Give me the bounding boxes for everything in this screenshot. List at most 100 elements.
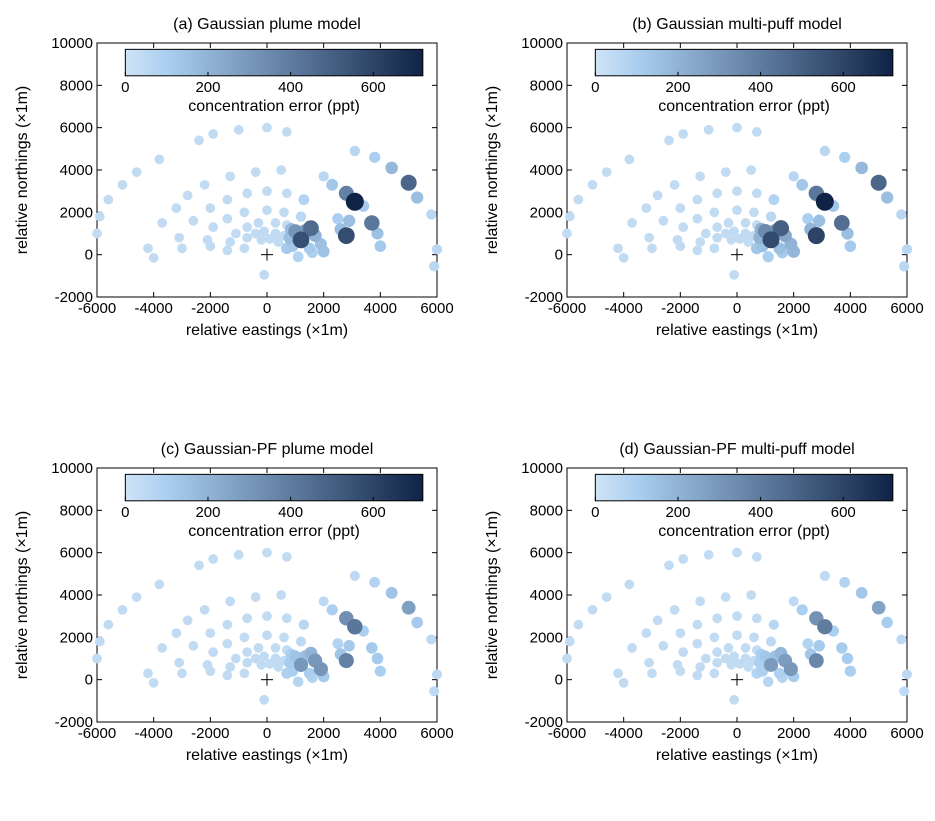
x-axis-label: relative eastings (×1m) bbox=[186, 747, 348, 764]
data-point bbox=[562, 228, 572, 239]
data-point bbox=[796, 604, 808, 616]
data-point bbox=[182, 190, 193, 201]
data-point bbox=[349, 145, 360, 157]
data-point bbox=[411, 616, 423, 629]
data-point bbox=[177, 243, 187, 254]
data-point bbox=[720, 228, 731, 239]
x-tick-label: 6000 bbox=[420, 300, 453, 317]
data-point bbox=[188, 640, 199, 651]
data-point bbox=[751, 188, 762, 199]
y-tick-label: 10000 bbox=[521, 35, 563, 52]
source-marker bbox=[261, 248, 273, 261]
data-point bbox=[618, 252, 629, 263]
data-point bbox=[813, 640, 825, 652]
data-point bbox=[182, 615, 193, 626]
data-point bbox=[225, 596, 236, 607]
data-point bbox=[298, 619, 309, 630]
colorbar-tick-label: 600 bbox=[361, 504, 386, 521]
data-point bbox=[292, 676, 304, 688]
data-point bbox=[276, 165, 287, 175]
data-point bbox=[712, 188, 723, 199]
data-point bbox=[712, 232, 723, 243]
data-point bbox=[270, 218, 281, 228]
data-point bbox=[652, 615, 663, 626]
data-point bbox=[732, 630, 742, 641]
data-point bbox=[896, 209, 907, 220]
data-point bbox=[92, 653, 102, 664]
data-point bbox=[700, 653, 711, 664]
data-point bbox=[273, 237, 284, 247]
data-point bbox=[746, 590, 757, 600]
data-point bbox=[740, 218, 751, 228]
data-point bbox=[233, 124, 244, 135]
data-point bbox=[896, 634, 907, 645]
data-point bbox=[273, 662, 284, 672]
data-point bbox=[262, 122, 272, 133]
x-tick-label: 4000 bbox=[364, 725, 397, 742]
data-point bbox=[230, 228, 241, 239]
data-point bbox=[385, 586, 398, 599]
data-point bbox=[729, 651, 740, 662]
data-point bbox=[712, 613, 723, 624]
colorbar-tick-label: 200 bbox=[665, 504, 690, 521]
data-point bbox=[729, 226, 740, 237]
y-axis-label: relative northings (×1m) bbox=[484, 511, 501, 680]
data-point bbox=[281, 127, 292, 137]
data-point bbox=[431, 244, 443, 255]
x-axis-label: relative eastings (×1m) bbox=[656, 322, 818, 339]
data-point bbox=[239, 668, 250, 679]
data-point bbox=[94, 211, 105, 222]
data-point bbox=[281, 613, 292, 624]
data-point bbox=[802, 638, 814, 650]
data-point bbox=[802, 213, 814, 225]
data-point bbox=[573, 194, 584, 205]
data-point bbox=[292, 251, 304, 263]
data-point bbox=[613, 243, 623, 254]
data-point bbox=[723, 218, 734, 228]
data-point bbox=[253, 643, 264, 653]
data-point bbox=[871, 600, 886, 615]
y-tick-label: 4000 bbox=[60, 162, 93, 179]
data-point bbox=[313, 661, 328, 677]
y-tick-label: 2000 bbox=[530, 629, 563, 646]
data-point bbox=[143, 668, 153, 679]
data-point bbox=[194, 135, 204, 146]
data-point bbox=[276, 590, 287, 600]
data-point bbox=[242, 188, 253, 199]
data-point bbox=[709, 632, 720, 643]
data-point bbox=[222, 245, 233, 256]
data-point bbox=[242, 613, 253, 624]
colorbar-tick-label: 400 bbox=[278, 504, 303, 521]
x-tick-label: -4000 bbox=[134, 300, 172, 317]
colorbar-tick-label: 200 bbox=[195, 504, 220, 521]
data-point bbox=[692, 194, 703, 205]
data-point bbox=[819, 145, 830, 157]
data-point bbox=[371, 227, 384, 240]
colorbar-tick-label: 0 bbox=[121, 79, 129, 96]
data-point bbox=[836, 642, 848, 654]
panel-d: (d) Gaussian-PF multi-puff model -6000 -40… bbox=[484, 441, 924, 764]
data-point bbox=[813, 214, 826, 227]
data-point bbox=[262, 611, 272, 622]
data-point bbox=[703, 124, 714, 135]
data-point bbox=[157, 643, 168, 653]
data-point bbox=[293, 657, 309, 672]
y-tick-label: 8000 bbox=[60, 77, 93, 94]
data-point bbox=[242, 232, 253, 243]
x-tick-label: -4000 bbox=[604, 725, 642, 742]
data-point bbox=[208, 647, 219, 658]
data-point bbox=[762, 231, 780, 249]
x-tick-label: 2000 bbox=[307, 300, 340, 317]
y-tick-label: 10000 bbox=[51, 35, 93, 52]
colorbar-label: concentration error (ppt) bbox=[188, 98, 360, 115]
chart-title: (b) Gaussian multi-puff model bbox=[632, 16, 842, 33]
data-point bbox=[94, 636, 105, 647]
x-tick-label: 2000 bbox=[307, 725, 340, 742]
x-tick-label: 4000 bbox=[834, 725, 867, 742]
x-tick-label: -6000 bbox=[548, 300, 586, 317]
data-point bbox=[763, 657, 779, 672]
y-tick-label: 2000 bbox=[60, 629, 93, 646]
data-point bbox=[199, 604, 210, 615]
